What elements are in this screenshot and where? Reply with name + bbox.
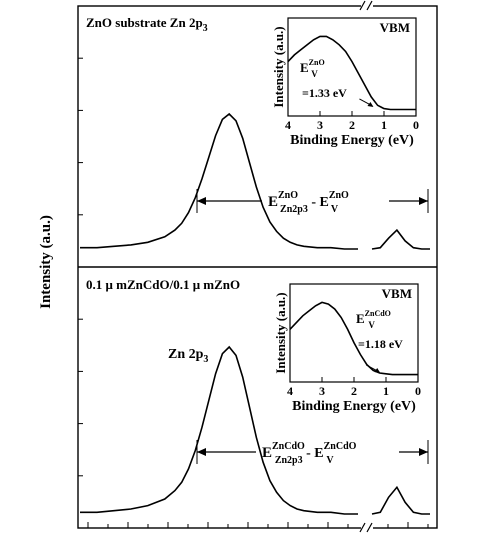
annotation-e1: E: [268, 194, 278, 210]
inset-tick-label: 2: [349, 118, 355, 132]
inset-x-label: Binding Energy (eV): [290, 133, 414, 148]
axis-break-top-gap: [361, 2, 373, 10]
y-axis-label: Intensity (a.u.): [38, 215, 54, 309]
energy-annotation: EZnCdO Zn2p3 - EZnCdO V: [262, 441, 357, 466]
inset-value-label: =1.33 eV: [302, 86, 347, 100]
inset-ev-label: EZnCdO V: [356, 309, 391, 330]
inset-tick-label: 1: [381, 118, 387, 132]
inset-title: VBM: [382, 286, 412, 301]
inset-tick-label: 1: [383, 384, 389, 398]
annotation-sup1: ZnO: [278, 190, 298, 201]
spectrum-line: [371, 485, 430, 515]
inset-ev-e: E: [356, 311, 365, 326]
annotation-sub2: V: [326, 455, 334, 466]
annotation-dash: - E: [308, 195, 329, 210]
arrow-right-head: [419, 448, 428, 456]
inset-ev-e: E: [300, 60, 309, 75]
energy-annotation: EZnO Zn2p3 - EZnO V: [268, 190, 349, 215]
panel-title: 0.1 μ mZnCdO/0.1 μ mZnO: [86, 277, 240, 292]
inset-ev-sub: V: [311, 69, 318, 79]
inset-ev-sub: V: [368, 320, 375, 330]
inset-tick-label: 4: [285, 118, 291, 132]
annotation-sup1: ZnCdO: [272, 441, 305, 452]
peak-label-sub: 3: [203, 354, 208, 365]
inset-title: VBM: [380, 20, 410, 35]
inset-tick-label: 0: [415, 384, 421, 398]
inset-frame: [289, 283, 419, 383]
spectrum-line: [371, 228, 430, 250]
inset-spectrum: [289, 301, 418, 376]
annotation-sub1: Zn2p3: [280, 204, 308, 215]
inset-tick-label: 3: [319, 384, 325, 398]
annotation-sup2: ZnCdO: [324, 441, 357, 452]
axis-break-top-mark-b: [366, 0, 373, 11]
axis-break-top-mark-a: [359, 0, 366, 11]
inset-ev-label: EZnO V: [300, 58, 325, 79]
inset-value-label: =1.18 eV: [358, 337, 403, 351]
inset-spectrum: [287, 35, 416, 111]
panel-title-text: 0.1 μ mZnCdO/0.1 μ mZnO: [86, 277, 240, 292]
inset-tick-label: 3: [317, 118, 323, 132]
inset-frame: [287, 17, 417, 117]
inset-y-label: Intensity (a.u.): [273, 292, 288, 373]
inset-x-label: Binding Energy (eV): [292, 399, 416, 414]
panel-title-sub: 3: [203, 23, 208, 34]
annotation-dash: - E: [303, 446, 324, 461]
arrow-left-head: [197, 197, 206, 205]
axis-break-bottom-mark-b: [366, 522, 373, 533]
panel-title: ZnO substrate Zn 2p3: [86, 15, 208, 34]
axis-break-bottom-gap: [361, 524, 373, 532]
peak-label: Zn 2p3: [168, 347, 208, 365]
plot-frame: [77, 0, 438, 533]
vbm-inset: 4 3 2 1 0 VBM Binding Energy (eV) Intensity (a.…: [271, 17, 419, 148]
inset-ev-sup: ZnO: [309, 58, 325, 67]
annotation-sub2: V: [331, 204, 339, 215]
spectrum-line: [80, 112, 358, 250]
vbm-inset: 4 3 2 1 0 VBM Binding Energy (eV) Intensity (a.…: [273, 283, 421, 414]
peak-label-text: Zn 2p: [168, 347, 204, 362]
inset-ev-sup: ZnCdO: [365, 309, 391, 318]
spectrum-line: [80, 345, 358, 515]
arrow-left-head: [197, 448, 206, 456]
inset-tick-label: 0: [413, 118, 419, 132]
panel-title-text: ZnO substrate Zn 2p: [86, 15, 203, 30]
annotation-sup2: ZnO: [329, 190, 349, 201]
onset-arrow-head: [367, 101, 374, 107]
arrow-right-head: [419, 197, 428, 205]
annotation-sub1: Zn2p3: [275, 455, 303, 466]
annotation-e1: E: [262, 445, 272, 461]
inset-tick-label: 2: [351, 384, 357, 398]
axis-break-bottom-mark-a: [359, 522, 366, 533]
onset-arrow-head: [374, 367, 381, 373]
inset-y-label: Intensity (a.u.): [271, 26, 286, 107]
inset-tick-label: 4: [287, 384, 293, 398]
